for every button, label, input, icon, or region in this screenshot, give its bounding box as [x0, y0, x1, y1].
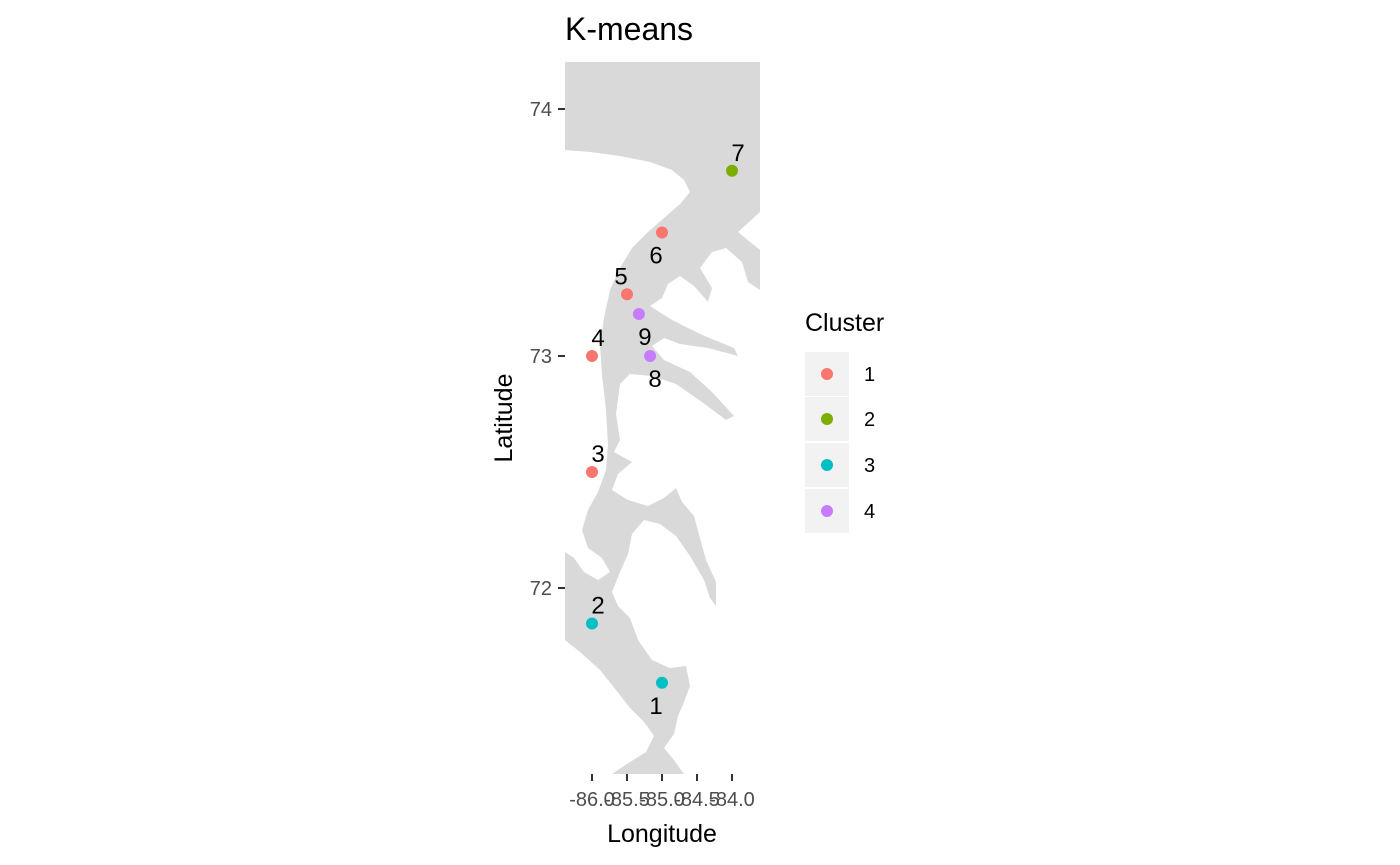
point-label-8: 8 [648, 366, 661, 393]
point-label-7: 7 [731, 140, 744, 167]
chart-title: K-means [565, 11, 693, 47]
y-tick-label-72: 72 [530, 578, 552, 600]
x-tick-label--85: -85.0 [639, 789, 685, 811]
point-label-4: 4 [591, 325, 604, 352]
legend-label-3: 3 [864, 455, 875, 477]
legend-item-4: 4 [805, 489, 875, 533]
legend-swatch-3 [821, 459, 833, 471]
legend-swatch-2 [821, 413, 833, 425]
legend-item-3: 3 [805, 443, 875, 487]
y-axis-title: Latitude [490, 374, 518, 463]
point-2 [586, 617, 598, 630]
y-axis: 74 73 72 Latitude [490, 99, 565, 600]
legend-swatch-1 [821, 368, 833, 380]
legend-label-2: 2 [864, 409, 875, 431]
x-axis: -86.0 -85.5 -85.0 -84.5 -84.0 Longitude [569, 774, 755, 848]
y-tick-label-73: 73 [530, 346, 552, 368]
point-label-1: 1 [649, 693, 662, 720]
x-tick-label--84: -84.0 [709, 789, 755, 811]
point-label-3: 3 [591, 441, 604, 468]
legend-label-1: 1 [864, 364, 875, 386]
point-label-5: 5 [614, 263, 627, 290]
legend-swatch-4 [821, 505, 833, 517]
water-bay [565, 640, 654, 774]
point-label-9: 9 [638, 324, 651, 351]
point-5 [621, 288, 633, 301]
points-layer: 1 2 3 4 56 7 8 9 [586, 140, 745, 720]
x-tick-label--86: -86.0 [569, 789, 615, 811]
legend-item-1: 1 [805, 352, 875, 396]
legend-item-2: 2 [805, 397, 875, 441]
point-7 [726, 164, 738, 177]
point-9 [632, 308, 645, 321]
point-3 [586, 466, 598, 478]
x-axis-title: Longitude [607, 820, 717, 848]
legend: Cluster 1 2 3 4 [805, 309, 884, 533]
point-1 [656, 676, 668, 689]
point-label-6: 6 [649, 243, 662, 270]
point-6 [656, 226, 668, 239]
y-tick-label-74: 74 [530, 99, 552, 121]
point-8 [644, 350, 657, 362]
x-tick-label--85.5: -85.5 [604, 789, 650, 811]
x-tick-label--84.5: -84.5 [674, 789, 720, 811]
legend-title: Cluster [805, 309, 884, 337]
legend-label-4: 4 [864, 501, 875, 523]
point-4 [586, 350, 598, 362]
point-label-2: 2 [591, 593, 604, 620]
